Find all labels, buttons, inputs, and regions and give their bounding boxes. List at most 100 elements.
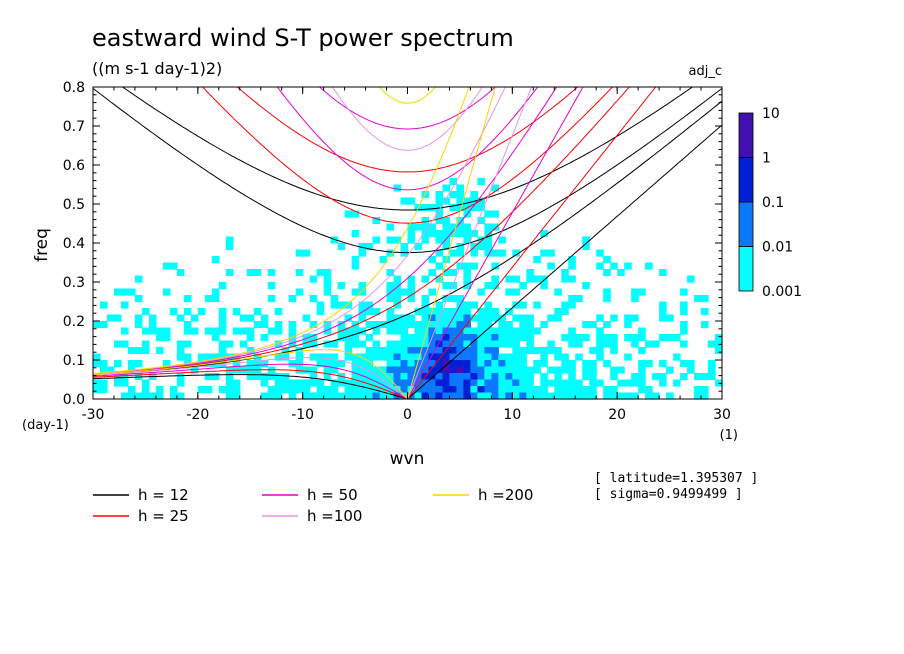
heatmap-cell (358, 243, 367, 251)
heatmap-cell (113, 340, 122, 348)
heatmap-cell (638, 334, 646, 342)
heatmap-cell (533, 360, 541, 368)
heatmap-cell (442, 217, 451, 225)
heatmap-cell (659, 379, 667, 387)
heatmap-cell (610, 392, 618, 400)
heatmap-cell (386, 347, 395, 355)
heatmap-cell (519, 347, 527, 355)
heatmap-cell (484, 321, 492, 329)
heatmap-cell (274, 392, 283, 400)
heatmap-cell (386, 295, 395, 303)
heatmap-cell (330, 392, 339, 400)
heatmap-cell (491, 340, 499, 348)
heatmap-cell (491, 308, 499, 316)
heatmap-cell (498, 366, 506, 374)
heatmap-cell (484, 347, 492, 355)
heatmap-cell (449, 347, 458, 355)
heatmap-cell (610, 262, 618, 270)
heatmap-cell (554, 308, 562, 316)
heatmap-cell (337, 243, 346, 251)
heatmap-cell (407, 353, 416, 361)
heatmap-cell (330, 301, 339, 309)
y-unit-label: (day-1) (22, 418, 69, 433)
heatmap-cell (190, 314, 199, 322)
heatmap-cell (512, 347, 520, 355)
heatmap-cell (414, 327, 423, 335)
heatmap-cell (505, 360, 513, 368)
heatmap-cell (428, 321, 437, 329)
heatmap-cell (400, 386, 409, 394)
heatmap-cell (106, 314, 115, 322)
kelvin-curve (407, 87, 657, 399)
heatmap-cell (155, 347, 164, 355)
heatmap-cell (148, 314, 157, 322)
heatmap-cell (449, 334, 458, 342)
heatmap-cell (680, 288, 688, 296)
heatmap-cell (526, 366, 534, 374)
heatmap-cell (267, 295, 276, 303)
heatmap-cell (540, 379, 548, 387)
heatmap-cell (498, 249, 506, 257)
heatmap-cell (491, 275, 499, 283)
heatmap-cell (323, 366, 332, 374)
heatmap-cell (120, 288, 129, 296)
heatmap-cell (435, 191, 444, 199)
heatmap-cell (309, 275, 318, 283)
heatmap-cell (218, 308, 227, 316)
heatmap-cell (365, 334, 374, 342)
heatmap-cell (659, 314, 667, 322)
heatmap-cell (351, 334, 360, 342)
heatmap-cell (295, 353, 304, 361)
heatmap-cell (540, 249, 548, 257)
heatmap-cell (449, 340, 458, 348)
heatmap-cell (449, 282, 458, 290)
x-unit-label: (1) (720, 428, 738, 443)
y-tick-label: 0.2 (63, 314, 85, 330)
heatmap-cell (393, 347, 402, 355)
heatmap-cell (421, 340, 430, 348)
heatmap-cell (295, 379, 304, 387)
heatmap-cell (582, 282, 590, 290)
heatmap-cell (428, 223, 437, 231)
heatmap-cell (610, 334, 618, 342)
inertia-gravity-curve (318, 87, 497, 130)
heatmap-cell (561, 275, 569, 283)
heatmap-cell (519, 373, 527, 381)
heatmap-cell (505, 392, 513, 400)
heatmap-cell (365, 353, 374, 361)
heatmap-cell (526, 327, 534, 335)
heatmap-cell (498, 327, 506, 335)
heatmap-cell (358, 282, 367, 290)
heatmap-cell (680, 308, 688, 316)
heatmap-cell (134, 360, 143, 368)
heatmap-cell (519, 282, 527, 290)
heatmap-cell (344, 347, 353, 355)
heatmap-cell (484, 223, 492, 231)
latitude-info: [ latitude=1.395307 ] (594, 471, 758, 486)
heatmap-cell (218, 347, 227, 355)
heatmap-cell (575, 386, 583, 394)
inertia-gravity-curve (236, 87, 579, 173)
heatmap-cell (302, 366, 311, 374)
heatmap-cell (211, 327, 220, 335)
heatmap-cell (694, 373, 702, 381)
heatmap-cell (435, 236, 444, 244)
heatmap-cell (344, 334, 353, 342)
heatmap-cell (372, 386, 381, 394)
heatmap-cell (386, 392, 395, 400)
heatmap-cell (708, 373, 716, 381)
heatmap-cell (484, 282, 492, 290)
heatmap-cell (491, 353, 499, 361)
heatmap-cell (526, 314, 534, 322)
inertia-gravity-curve (201, 87, 614, 224)
heatmap-cell (323, 373, 332, 381)
heatmap-cell (421, 321, 430, 329)
heatmap-cell (316, 379, 325, 387)
heatmap-cell (449, 178, 458, 186)
heatmap-cell (421, 308, 430, 316)
heatmap-cell (589, 347, 597, 355)
heatmap-cell (295, 366, 304, 374)
heatmap-cell (386, 379, 395, 387)
heatmap-cell (624, 314, 632, 322)
